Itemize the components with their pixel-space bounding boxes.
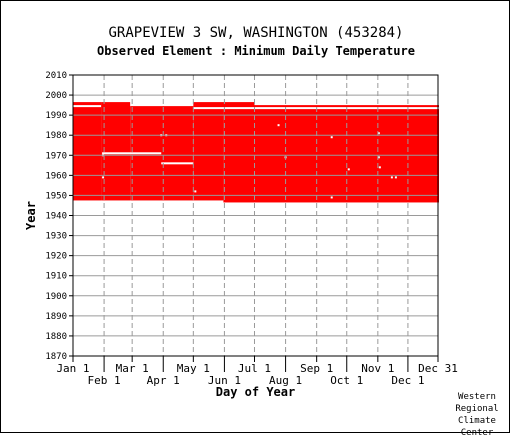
- chart-subtitle: Observed Element : Minimum Daily Tempera…: [97, 44, 415, 58]
- y-axis-ticks: 2010 2000 1990 1980 1970 1960 1950 1940 1930 1920…: [45, 71, 73, 362]
- x-tick-label: Dec 31: [418, 362, 458, 375]
- missing-day: [394, 176, 397, 179]
- y-tick-label: 1900: [45, 292, 67, 302]
- record-bar: [254, 104, 440, 109]
- x-tick-label: Sep 1: [300, 362, 333, 375]
- x-axis-label: Day of Year: [216, 385, 295, 399]
- y-axis-label: Year: [24, 201, 38, 230]
- x-tick-label: Dec 1: [391, 374, 424, 387]
- y-tick-label: 1880: [45, 332, 67, 342]
- missing-gap: [73, 105, 102, 108]
- x-axis-ticks: Jan 1 Mar 1 May 1 Jul 1 Sep 1 Nov 1 Dec 31 Feb …: [56, 356, 458, 387]
- credit-line: Regional: [455, 404, 499, 414]
- x-tick-label: Apr 1: [147, 374, 180, 387]
- plot-border: [72, 74, 439, 357]
- record-bar: [73, 102, 102, 107]
- missing-day: [377, 132, 380, 135]
- missing-day: [102, 176, 105, 179]
- y-tick-label: 1930: [45, 232, 67, 242]
- y-tick-label: 1970: [45, 151, 67, 161]
- x-tick-label: Feb 1: [88, 374, 121, 387]
- y-tick-label: 1890: [45, 312, 67, 322]
- chart-title: GRAPEVIEW 3 SW, WASHINGTON (453284): [108, 25, 404, 41]
- record-bar: [101, 102, 131, 201]
- missing-gap: [102, 152, 162, 155]
- x-tick-label: Jun 1: [208, 374, 241, 387]
- missing-day: [347, 168, 350, 171]
- credit-text: Western Regional Climate Center: [451, 391, 503, 439]
- y-tick-label: 1980: [45, 131, 67, 141]
- data-bars: [73, 102, 440, 203]
- y-tick-label: 1990: [45, 111, 67, 121]
- x-tick-label: Aug 1: [269, 374, 302, 387]
- credit-line: Center: [460, 428, 494, 438]
- y-tick-label: 1960: [45, 171, 67, 181]
- missing-day: [390, 176, 393, 179]
- grid-lines: [72, 74, 439, 357]
- record-bar: [193, 108, 224, 201]
- x-tick-label: Jan 1: [56, 362, 89, 375]
- y-tick-label: 1910: [45, 272, 67, 282]
- missing-gap: [161, 162, 194, 165]
- x-tick-label: Oct 1: [330, 374, 363, 387]
- y-tick-label: 2000: [45, 91, 67, 101]
- missing-day: [378, 166, 381, 169]
- y-tick-label: 1920: [45, 252, 67, 262]
- x-tick-label: Nov 1: [361, 362, 394, 375]
- credit-line: Climate: [458, 416, 496, 426]
- x-tick-label: Jul 1: [238, 362, 271, 375]
- x-tick-label: May 1: [177, 362, 210, 375]
- y-tick-label: 1940: [45, 212, 67, 222]
- y-tick-label: 1870: [45, 352, 67, 362]
- x-tick-label: Mar 1: [116, 362, 149, 375]
- missing-day: [377, 156, 380, 159]
- missing-day: [194, 190, 197, 193]
- missing-day: [330, 196, 333, 199]
- missing-gap: [193, 107, 440, 110]
- missing-day: [277, 124, 280, 127]
- record-bar: [73, 106, 102, 201]
- record-bar: [193, 102, 255, 109]
- y-tick-label: 1950: [45, 191, 67, 201]
- missing-day: [330, 136, 333, 139]
- missing-gap: [254, 103, 440, 106]
- credit-line: Western: [458, 392, 496, 402]
- y-tick-label: 2010: [45, 71, 67, 81]
